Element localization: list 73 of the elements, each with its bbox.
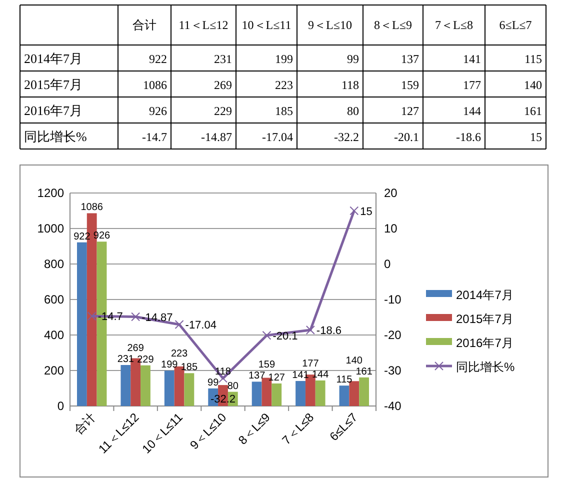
data-label: -18.6 (316, 325, 342, 338)
table-cell: 140 (524, 78, 542, 92)
y2-tick-label: -30 (384, 364, 402, 378)
y-tick-label: 1200 (37, 186, 64, 200)
data-label: 137 (248, 370, 266, 382)
y-tick-label: 1000 (37, 222, 64, 236)
table-cell: 127 (401, 104, 419, 118)
data-label: 115 (336, 374, 352, 386)
data-label: 1086 (80, 202, 103, 214)
table-cell: 231 (214, 52, 232, 66)
table-cell: 223 (275, 78, 293, 92)
table-cell: -17.04 (262, 130, 293, 144)
table-cell: 159 (401, 78, 419, 92)
legend-label: 2014年7月 (456, 288, 514, 302)
data-label: 177 (302, 358, 319, 370)
data-label: 80 (227, 380, 238, 392)
x-tick-label: 合计 (71, 410, 98, 438)
data-label: 141 (292, 370, 309, 381)
table-cell: -14.87 (201, 130, 232, 144)
data-label: -20.1 (272, 330, 298, 342)
data-label: 223 (170, 348, 188, 360)
data-label: 161 (356, 366, 372, 378)
y2-tick-label: 20 (384, 186, 398, 200)
data-label: 144 (312, 369, 329, 380)
table-cell: 80 (347, 104, 359, 118)
y2-tick-label: 0 (384, 257, 391, 271)
table-cell: 141 (463, 52, 481, 66)
table-cell: 118 (341, 78, 359, 92)
legend-label: 2015年7月 (456, 312, 514, 326)
y2-tick-label: -10 (384, 292, 402, 306)
table-cell: 926 (149, 104, 167, 118)
table-cell: 15 (530, 130, 542, 144)
table-cell: 269 (214, 78, 232, 92)
y2-tick-label: -40 (384, 399, 402, 413)
legend-label: 同比增长% (456, 360, 515, 374)
table-cell: -32.2 (334, 130, 359, 144)
table-cell: -20.1 (394, 130, 419, 144)
y-tick-label: 0 (57, 399, 64, 413)
y-tick-label: 600 (44, 292, 64, 306)
data-label: 231 (117, 354, 134, 365)
y2-tick-label: 10 (384, 222, 398, 236)
data-label: 99 (208, 377, 219, 388)
y-tick-label: 400 (44, 328, 64, 342)
x-tick-label: 8＜L≤9 (236, 410, 274, 448)
table-cell: 1086 (143, 78, 167, 92)
table-cell: 922 (149, 52, 167, 66)
data-label: 185 (180, 362, 198, 374)
table-cell: 161 (524, 104, 542, 118)
table-cell: -14.7 (142, 130, 167, 144)
y2-tick-label: -20 (384, 328, 402, 342)
table-cell: 137 (401, 52, 419, 66)
data-label: 118 (215, 366, 231, 378)
data-label: 229 (137, 354, 154, 366)
table: 合计 11＜L≤12 10＜L≤11 9＜L≤10 8＜L≤9 7＜L≤8 6≤L≤7 2014年7月 922 231 199 99 137 141 115 2015年7月 1086 269 223 118 159 177 140 2016年7月 926 229 185 80 127 144 161 同比增长% -14.7 -14.87 -17.04 -32.2 -20.1 -18.6 15 (20, 4, 546, 150)
table-cell: 229 (214, 104, 232, 118)
table-cell: 99 (347, 52, 359, 66)
data-label: 269 (127, 343, 144, 354)
table-cell: 199 (275, 52, 293, 66)
table-cell: 185 (275, 104, 293, 118)
data-label: 159 (258, 360, 276, 371)
data-label: 140 (346, 355, 362, 366)
data-label: -17.04 (185, 320, 216, 332)
y-tick-label: 200 (44, 364, 64, 378)
y-tick-label: 800 (44, 257, 64, 271)
x-tick-label: 7＜L≤8 (279, 410, 317, 448)
table-cell: 177 (463, 78, 481, 92)
table-cell: -18.6 (456, 130, 481, 144)
table-cell: 144 (463, 104, 481, 118)
data-label: 199 (161, 360, 178, 371)
data-label: 15 (360, 206, 372, 218)
table-cell: 115 (524, 52, 542, 66)
legend-label: 2016年7月 (456, 336, 514, 350)
data-label: 127 (268, 372, 285, 384)
